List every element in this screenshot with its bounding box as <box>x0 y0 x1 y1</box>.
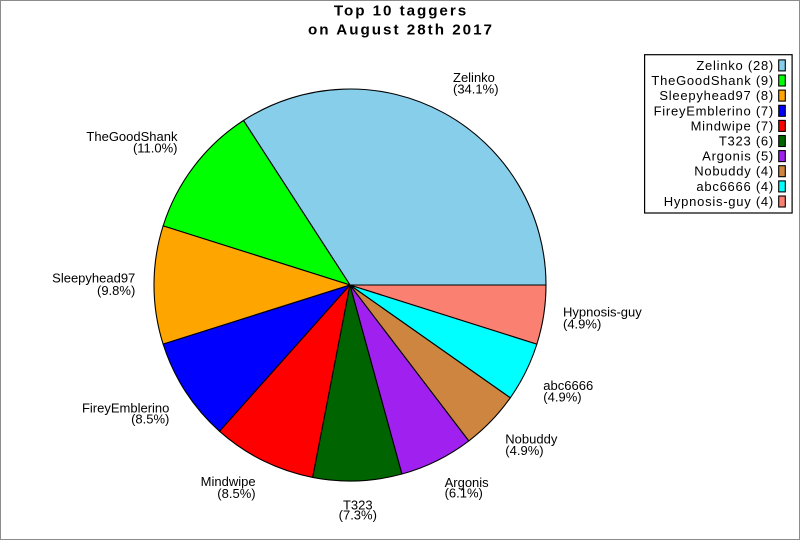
svg-text:(8.5%): (8.5%) <box>131 411 169 426</box>
svg-text:T323 (6): T323 (6) <box>719 134 774 149</box>
svg-text:Zelinko: Zelinko <box>453 70 495 85</box>
svg-text:(34.1%): (34.1%) <box>453 82 499 97</box>
svg-text:Top 10 taggers: Top 10 taggers <box>334 3 468 20</box>
svg-text:FireyEmblerino (7): FireyEmblerino (7) <box>654 103 774 118</box>
svg-text:(8.5%): (8.5%) <box>217 486 255 501</box>
svg-text:abc6666: abc6666 <box>543 378 593 393</box>
svg-text:TheGoodShank: TheGoodShank <box>86 129 178 144</box>
svg-text:TheGoodShank (9): TheGoodShank (9) <box>651 73 774 88</box>
svg-text:Mindwipe (7): Mindwipe (7) <box>691 118 774 133</box>
svg-text:Nobuddy: Nobuddy <box>505 431 558 446</box>
svg-text:Argonis (5): Argonis (5) <box>702 149 774 164</box>
svg-text:on August 28th 2017: on August 28th 2017 <box>308 22 494 39</box>
svg-text:(7.3%): (7.3%) <box>339 508 377 523</box>
svg-text:(4.9%): (4.9%) <box>543 389 581 404</box>
svg-text:Mindwipe: Mindwipe <box>201 474 256 489</box>
svg-text:Hypnosis-guy: Hypnosis-guy <box>563 305 642 320</box>
svg-text:FireyEmblerino: FireyEmblerino <box>82 400 169 415</box>
svg-text:(4.9%): (4.9%) <box>505 443 543 458</box>
svg-text:Argonis: Argonis <box>445 475 490 490</box>
svg-text:abc6666 (4): abc6666 (4) <box>696 179 774 194</box>
svg-text:(11.0%): (11.0%) <box>133 141 178 156</box>
svg-text:(6.1%): (6.1%) <box>445 485 483 500</box>
svg-text:T323: T323 <box>343 497 373 512</box>
svg-text:Sleepyhead97: Sleepyhead97 <box>52 271 135 286</box>
svg-text:(9.8%): (9.8%) <box>97 283 135 298</box>
svg-text:Hypnosis-guy (4): Hypnosis-guy (4) <box>664 194 774 209</box>
svg-text:Zelinko (28): Zelinko (28) <box>696 58 774 73</box>
svg-text:(4.9%): (4.9%) <box>563 316 601 331</box>
svg-text:Sleepyhead97 (8): Sleepyhead97 (8) <box>659 88 774 103</box>
svg-text:Nobuddy (4): Nobuddy (4) <box>694 164 774 179</box>
